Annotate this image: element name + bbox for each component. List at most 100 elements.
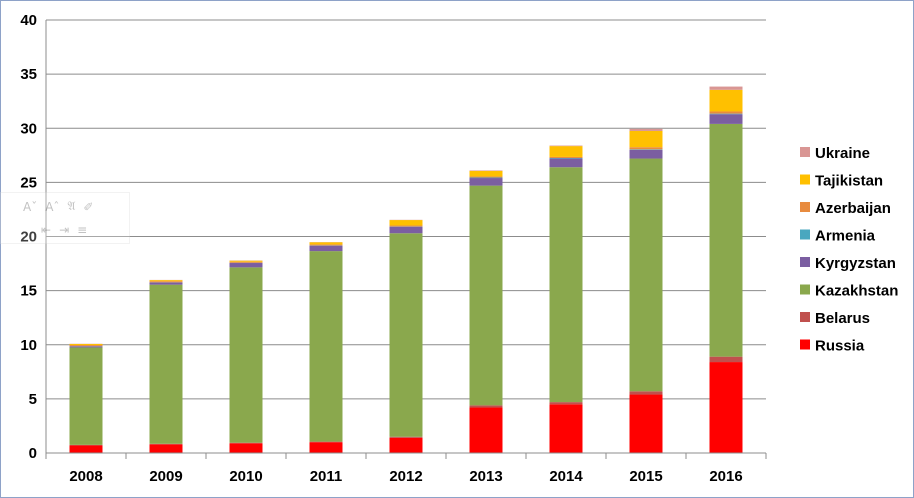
bar-belarus-2011[interactable]: [309, 441, 343, 443]
x-tick-label-2012: 2012: [389, 468, 422, 485]
bar-belarus-2012[interactable]: [389, 436, 423, 438]
bar-kyrgyzstan-2008[interactable]: [69, 346, 103, 348]
bar-azerbaijan-2014[interactable]: [549, 156, 583, 159]
bar-kyrgyzstan-2012[interactable]: [389, 226, 423, 234]
bar-ukraine-2014[interactable]: [549, 145, 583, 147]
y-tick-label-20: 20: [20, 229, 37, 246]
x-tick-label-2016: 2016: [709, 468, 742, 485]
bar-azerbaijan-2009[interactable]: [149, 281, 183, 283]
increase-indent-icon[interactable]: ⇥: [59, 223, 70, 237]
legend-item-armenia[interactable]: Armenia: [800, 228, 876, 245]
legend-label-tajikistan: Tajikistan: [815, 173, 883, 190]
y-tick-label-40: 40: [20, 12, 37, 29]
decrease-indent-icon[interactable]: ⇤: [41, 223, 52, 237]
bar-belarus-2009[interactable]: [149, 443, 183, 445]
bar-tajikistan-2013[interactable]: [469, 171, 503, 177]
legend-item-ukraine[interactable]: Ukraine: [800, 145, 870, 162]
y-tick-label-5: 5: [29, 391, 37, 408]
bar-azerbaijan-2008[interactable]: [69, 345, 103, 347]
bar-kyrgyzstan-2014[interactable]: [549, 158, 583, 168]
bar-ukraine-2016[interactable]: [709, 86, 743, 90]
bar-kyrgyzstan-2009[interactable]: [149, 282, 183, 285]
format-painter-icon[interactable]: ✐: [83, 199, 94, 214]
legend: Ukraine Tajikistan Azerbaijan Armenia Kyrgyz…: [800, 145, 898, 355]
legend-swatch-kazakhstan: [800, 284, 810, 295]
legend-swatch-tajikistan: [800, 174, 810, 185]
bar-kyrgyzstan-2015[interactable]: [629, 149, 663, 159]
bar-belarus-2016[interactable]: [709, 356, 743, 363]
bar-russia-2015[interactable]: [629, 394, 663, 453]
bar-armenia-2016[interactable]: [709, 113, 743, 115]
legend-item-azerbaijan[interactable]: Azerbaijan: [800, 200, 891, 217]
legend-label-russia: Russia: [815, 338, 865, 355]
bar-belarus-2015[interactable]: [629, 391, 663, 395]
bar-russia-2008[interactable]: [69, 445, 103, 453]
y-tick-label-0: 0: [29, 445, 37, 462]
floating-format-toolbar[interactable]: Aˇ Aˆ 𝔄 ✐ ⇤ ⇥ ≡: [0, 192, 130, 244]
bar-kazakhstan-2013[interactable]: [469, 185, 503, 406]
legend-item-kyrgyzstan[interactable]: Kyrgyzstan: [800, 255, 896, 272]
bar-russia-2016[interactable]: [709, 362, 743, 453]
font-size-decrease-icon[interactable]: Aˇ: [23, 199, 38, 214]
bar-tajikistan-2011[interactable]: [309, 242, 343, 245]
legend-label-armenia: Armenia: [815, 228, 876, 245]
legend-label-azerbaijan: Azerbaijan: [815, 200, 891, 217]
bar-belarus-2010[interactable]: [229, 442, 263, 444]
y-tick-label-30: 30: [20, 120, 37, 137]
bar-azerbaijan-2011[interactable]: [309, 244, 343, 246]
bar-russia-2010[interactable]: [229, 443, 263, 453]
bar-kazakhstan-2010[interactable]: [229, 267, 263, 443]
bar-ukraine-2013[interactable]: [469, 170, 503, 172]
bar-kazakhstan-2011[interactable]: [309, 251, 343, 442]
x-tick-label-2015: 2015: [629, 468, 662, 485]
bar-kazakhstan-2008[interactable]: [69, 347, 103, 445]
bar-kyrgyzstan-2011[interactable]: [309, 245, 343, 252]
bar-russia-2014[interactable]: [549, 404, 583, 453]
legend-swatch-ukraine: [800, 147, 810, 157]
bar-kazakhstan-2009[interactable]: [149, 284, 183, 444]
bar-tajikistan-2009[interactable]: [149, 280, 183, 282]
bar-russia-2011[interactable]: [309, 442, 343, 453]
legend-swatch-azerbaijan: [800, 202, 810, 212]
legend-item-tajikistan[interactable]: Tajikistan: [800, 173, 883, 190]
bar-kyrgyzstan-2013[interactable]: [469, 178, 503, 186]
bar-azerbaijan-2013[interactable]: [469, 176, 503, 178]
bar-russia-2009[interactable]: [149, 444, 183, 453]
legend-item-kazakhstan[interactable]: Kazakhstan: [800, 283, 898, 300]
bar-tajikistan-2014[interactable]: [549, 146, 583, 157]
bar-armenia-2013[interactable]: [469, 177, 503, 179]
x-tick-label-2008: 2008: [69, 468, 102, 485]
font-color-icon[interactable]: 𝔄: [67, 199, 76, 213]
bar-tajikistan-2008[interactable]: [69, 343, 103, 346]
bar-tajikistan-2012[interactable]: [389, 220, 423, 226]
bar-russia-2012[interactable]: [389, 437, 423, 453]
bar-kazakhstan-2014[interactable]: [549, 167, 583, 403]
bar-armenia-2014[interactable]: [549, 158, 583, 159]
bar-armenia-2015[interactable]: [629, 149, 663, 150]
bar-ukraine-2015[interactable]: [629, 128, 663, 131]
bar-tajikistan-2015[interactable]: [629, 130, 663, 148]
bar-kazakhstan-2016[interactable]: [709, 123, 743, 357]
bar-kyrgyzstan-2010[interactable]: [229, 263, 263, 268]
bar-kazakhstan-2015[interactable]: [629, 158, 663, 392]
bar-kazakhstan-2012[interactable]: [389, 233, 423, 437]
bullets-icon[interactable]: ≡: [77, 223, 88, 237]
font-size-increase-icon[interactable]: Aˆ: [45, 199, 60, 214]
bar-azerbaijan-2012[interactable]: [389, 225, 423, 227]
bar-tajikistan-2010[interactable]: [229, 260, 263, 262]
y-tick-label-10: 10: [20, 337, 37, 354]
bar-azerbaijan-2015[interactable]: [629, 147, 663, 150]
bar-azerbaijan-2010[interactable]: [229, 261, 263, 263]
bar-russia-2013[interactable]: [469, 407, 503, 453]
legend-item-belarus[interactable]: Belarus: [800, 310, 870, 327]
bar-kyrgyzstan-2016[interactable]: [709, 114, 743, 124]
bar-belarus-2008[interactable]: [69, 444, 103, 446]
bar-belarus-2014[interactable]: [549, 402, 583, 405]
bar-azerbaijan-2016[interactable]: [709, 111, 743, 114]
x-tick-label-2010: 2010: [229, 468, 262, 485]
x-tick-label-2014: 2014: [549, 468, 583, 485]
bar-belarus-2013[interactable]: [469, 405, 503, 408]
bars: [69, 86, 743, 453]
legend-item-russia[interactable]: Russia: [800, 338, 865, 355]
bar-tajikistan-2016[interactable]: [709, 89, 743, 112]
